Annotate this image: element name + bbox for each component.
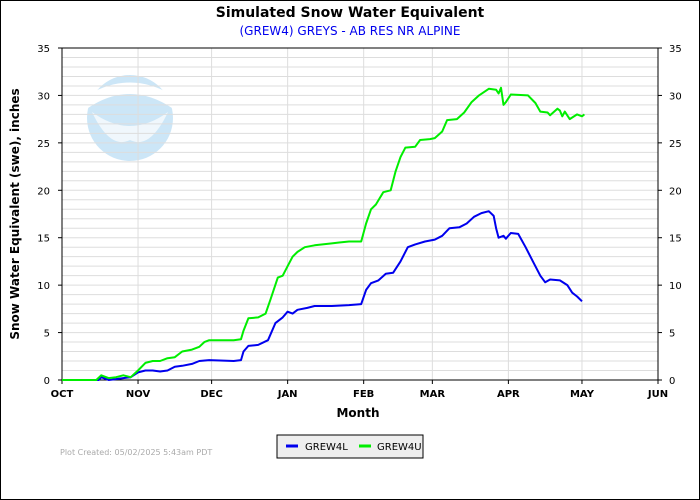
y-tick-label-right: 35	[669, 44, 682, 55]
x-tick-label: MAR	[420, 389, 446, 400]
y-tick-label-right: 0	[669, 376, 675, 387]
series-line-grew4u	[62, 86, 586, 381]
x-tick-label: DEC	[200, 389, 222, 400]
y-tick-label-left: 20	[37, 186, 50, 197]
legend: GREW4L GREW4U	[276, 434, 424, 459]
x-tick-label: APR	[497, 389, 520, 400]
noaa-logo	[87, 75, 173, 161]
legend-label-grew4u: GREW4U	[377, 442, 422, 453]
y-tick-label-left: 25	[37, 139, 50, 150]
y-tick-label-right: 30	[669, 91, 682, 102]
y-tick-label-left: 5	[44, 329, 50, 340]
y-tick-label-right: 15	[669, 234, 682, 245]
chart-subtitle: (GREW4) GREYS - AB RES NR ALPINE	[240, 24, 461, 38]
chart-title: Simulated Snow Water Equivalent	[216, 5, 485, 21]
y-tick-label-left: 10	[37, 281, 50, 292]
y-tick-label-right: 10	[669, 281, 682, 292]
x-tick-label: OCT	[51, 389, 74, 400]
x-tick-label: JAN	[277, 389, 298, 400]
legend-label-grew4l: GREW4L	[305, 442, 348, 453]
y-tick-label-left: 35	[37, 44, 50, 55]
legend-box	[276, 434, 424, 459]
y-tick-label-right: 5	[669, 329, 675, 340]
x-axis-label: Month	[336, 406, 379, 420]
x-tick-label: NOV	[126, 389, 151, 400]
x-tick-label: MAY	[570, 389, 595, 400]
y-tick-label-left: 0	[44, 376, 50, 387]
plot-area	[61, 47, 659, 381]
series-line-grew4l	[62, 210, 583, 381]
x-tick-label: JUN	[647, 389, 668, 400]
y-tick-label-right: 20	[669, 186, 682, 197]
y-tick-label-left: 15	[37, 234, 50, 245]
y-tick-label-left: 30	[37, 91, 50, 102]
x-tick-label: FEB	[353, 389, 374, 400]
plot-created-footer: Plot Created: 05/02/2025 5:43am PDT	[60, 448, 212, 457]
y-tick-label-right: 25	[669, 139, 682, 150]
y-axis-label: Snow Water Equivalent (swe), inches	[8, 88, 22, 339]
